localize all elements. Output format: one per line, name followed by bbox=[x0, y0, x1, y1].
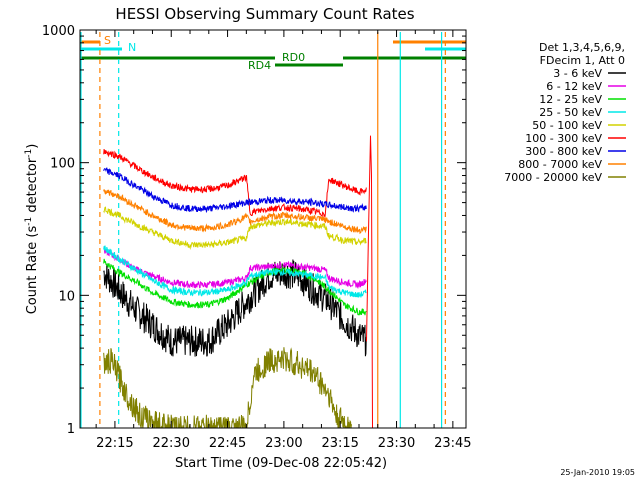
y-axis-label: Count Rate (s-1 detector-1) bbox=[24, 144, 40, 315]
y-tick-label-10: 10 bbox=[58, 289, 75, 304]
generation-timestamp: 25-Jan-2010 19:05 bbox=[560, 468, 635, 477]
flare-spike bbox=[365, 135, 373, 429]
series-line-100-300-kev bbox=[103, 149, 367, 218]
legend-label-100-300-kev: 100 - 300 keV bbox=[525, 132, 602, 145]
legend-label-12-25-kev: 12 - 25 keV bbox=[539, 93, 602, 106]
legend-label-50-100-kev: 50 - 100 keV bbox=[532, 119, 602, 132]
legend-label-3-6-kev: 3 - 6 keV bbox=[553, 67, 602, 80]
series-line-50-100-kev bbox=[103, 206, 367, 250]
legend-header-line-1: Det 1,3,4,5,6,9, bbox=[539, 41, 625, 54]
legend-label-7000-20000-kev: 7000 - 20000 keV bbox=[504, 171, 602, 184]
legend-label-25-50-kev: 25 - 50 keV bbox=[539, 106, 602, 119]
flag-s-label: S bbox=[104, 34, 111, 47]
legend-label-800-7000-kev: 800 - 7000 keV bbox=[518, 158, 602, 171]
legend-label-300-800-kev: 300 - 800 keV bbox=[525, 145, 602, 158]
legend: Det 1,3,4,5,6,9, FDecim 1, Att 0 3 - 6 k… bbox=[504, 41, 626, 184]
y-tick-label-1000: 1000 bbox=[42, 24, 75, 39]
x-tick-label-23-00: 23:00 bbox=[265, 436, 302, 451]
series-line-25-50-kev bbox=[103, 245, 367, 298]
series-line-6-12-kev bbox=[103, 246, 367, 290]
y-axis-ticks: 1 10 100 1000 bbox=[42, 24, 466, 437]
x-tick-label-22-45: 22:45 bbox=[209, 436, 246, 451]
legend-label-6-12-kev: 6 - 12 keV bbox=[546, 80, 602, 93]
x-tick-label-23-45: 23:45 bbox=[434, 436, 471, 451]
y-tick-label-1: 1 bbox=[67, 422, 75, 437]
x-tick-label-22-30: 22:30 bbox=[153, 436, 190, 451]
series-line-3-6-kev bbox=[103, 259, 367, 357]
flag-bars: S N RD0 RD4 bbox=[80, 34, 466, 72]
x-tick-label-23-15: 23:15 bbox=[321, 436, 358, 451]
series-line-7000-20000-kev bbox=[103, 347, 352, 429]
chart-title: HESSI Observing Summary Count Rates bbox=[115, 5, 414, 23]
x-axis-label: Start Time (09-Dec-08 22:05:42) bbox=[175, 456, 387, 471]
flag-rd4-label: RD4 bbox=[248, 59, 271, 72]
flag-n-label: N bbox=[128, 41, 136, 54]
y-tick-label-100: 100 bbox=[50, 157, 75, 172]
legend-header-line-2: FDecim 1, Att 0 bbox=[540, 54, 625, 67]
x-tick-label-23-30: 23:30 bbox=[378, 436, 415, 451]
series-lines bbox=[103, 135, 373, 429]
series-line-300-800-kev bbox=[103, 167, 367, 214]
plot-frame bbox=[79, 29, 467, 429]
vertical-markers bbox=[80, 32, 446, 428]
flag-rd0-label: RD0 bbox=[282, 51, 305, 64]
series-line-800-7000-kev bbox=[103, 189, 367, 235]
x-axis-ticks: 22:15 22:30 22:45 23:00 23:15 23:30 23:45 bbox=[95, 30, 472, 451]
x-tick-label-22-15: 22:15 bbox=[96, 436, 133, 451]
series-line-12-25-kev bbox=[103, 258, 367, 316]
